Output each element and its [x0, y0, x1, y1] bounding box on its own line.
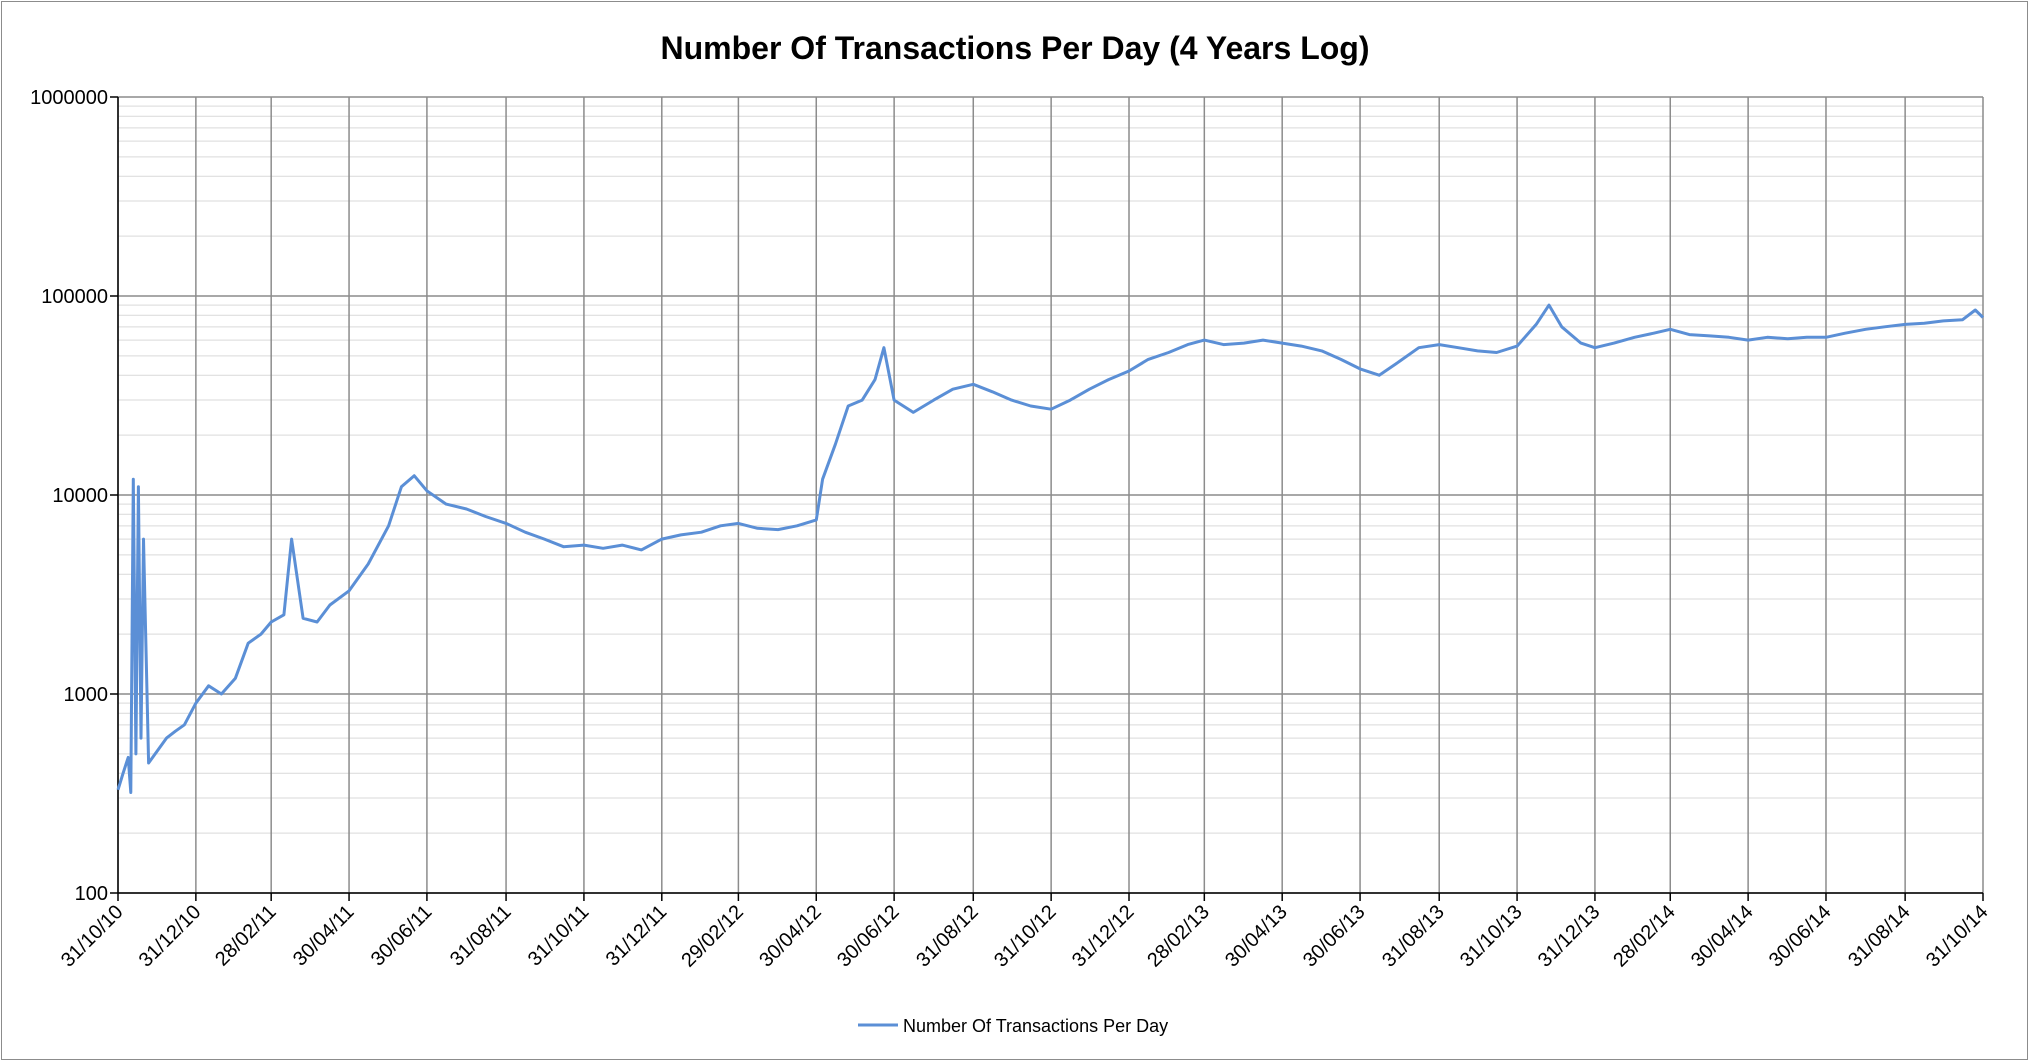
- x-tick-label: 28/02/11: [211, 901, 281, 971]
- x-tick-label: 31/08/14: [1844, 901, 1915, 972]
- x-tick-label: 31/12/11: [602, 901, 672, 971]
- x-tick-label: 31/10/11: [524, 901, 594, 971]
- x-tick-label: 31/12/10: [135, 901, 206, 972]
- x-tick-label: 31/12/13: [1534, 901, 1605, 972]
- x-tick-label: 30/04/11: [289, 901, 359, 971]
- x-tick-label: 31/10/14: [1922, 901, 1993, 972]
- x-tick-label: 31/08/11: [446, 901, 516, 971]
- axes: [110, 96, 1984, 901]
- legend-label: Number Of Transactions Per Day: [903, 1016, 1168, 1036]
- x-tick-label: 30/06/12: [833, 901, 904, 972]
- x-tick-label: 30/04/13: [1221, 901, 1292, 972]
- x-tick-label: 30/06/13: [1299, 901, 1370, 972]
- x-tick-label: 30/04/12: [755, 901, 826, 972]
- chart-title: Number Of Transactions Per Day (4 Years …: [661, 30, 1370, 66]
- series-line: [116, 303, 1985, 794]
- series-layer: [116, 303, 1985, 794]
- legend: Number Of Transactions Per Day: [858, 1016, 1168, 1036]
- x-tick-label: 31/10/12: [990, 901, 1061, 972]
- y-axis-tick-labels: 100 1000 10000 100000 1000000: [30, 87, 108, 905]
- x-tick-label: 31/08/12: [912, 901, 983, 972]
- x-tick-label: 31/10/10: [57, 901, 128, 972]
- x-tick-label: 31/08/13: [1378, 901, 1449, 972]
- x-tick-label: 30/04/14: [1687, 901, 1758, 972]
- x-tick-label: 31/12/12: [1068, 901, 1139, 972]
- y-tick-label: 100000: [41, 286, 108, 308]
- y-tick-label: 100: [75, 883, 108, 905]
- x-tick-label: 30/06/11: [367, 901, 437, 971]
- x-tick-label: 31/10/13: [1456, 901, 1527, 972]
- x-tick-label: 28/02/13: [1143, 901, 1214, 972]
- x-tick-label: 30/06/14: [1765, 901, 1836, 972]
- y-tick-label: 1000000: [30, 87, 108, 109]
- x-tick-label: 29/02/12: [677, 901, 748, 972]
- x-tick-label: 28/02/14: [1609, 901, 1680, 972]
- y-tick-label: 1000: [64, 684, 109, 706]
- x-axis-tick-labels: 31/10/10 31/12/10 28/02/11 30/04/11 30/06/11…: [57, 901, 1993, 972]
- y-tick-label: 10000: [52, 485, 108, 507]
